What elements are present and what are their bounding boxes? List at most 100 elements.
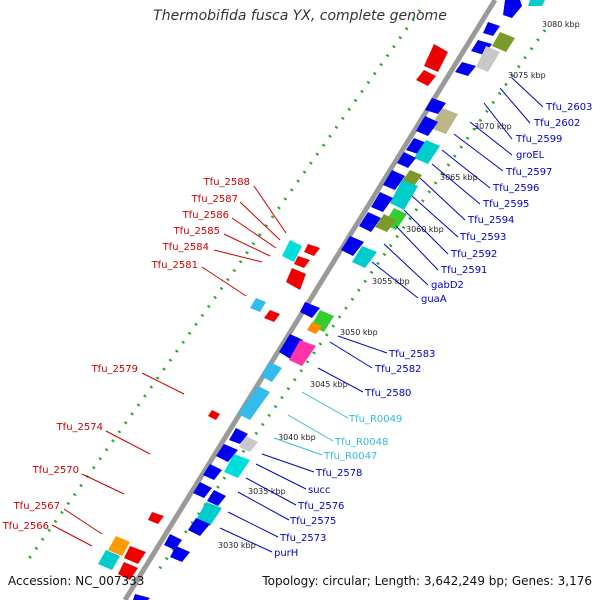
gene-reverse[interactable] bbox=[208, 410, 220, 420]
gene-forward[interactable] bbox=[483, 22, 500, 36]
gene-cyan[interactable] bbox=[390, 180, 418, 210]
label-guaa[interactable]: guaA bbox=[421, 294, 447, 305]
gene-forward[interactable] bbox=[425, 98, 446, 114]
gene-forward[interactable] bbox=[341, 236, 364, 256]
map-title: Thermobifida fusca YX, complete genome bbox=[153, 8, 447, 24]
gene-olive[interactable] bbox=[375, 214, 396, 232]
gene-forward[interactable] bbox=[397, 152, 416, 168]
gene-reverse[interactable] bbox=[286, 268, 306, 290]
gene-forward[interactable] bbox=[416, 116, 438, 136]
gene-forward[interactable] bbox=[207, 490, 226, 506]
gene-reverse[interactable] bbox=[118, 562, 138, 580]
gene-reverse[interactable] bbox=[416, 70, 436, 86]
label-tfu-2566[interactable]: Tfu_2566 bbox=[2, 521, 49, 532]
label-tfu-r0048[interactable]: Tfu_R0048 bbox=[334, 437, 388, 448]
genome-summary: Topology: circular; Length: 3,642,249 bp… bbox=[262, 574, 592, 588]
label-purh[interactable]: purH bbox=[274, 548, 298, 559]
left-leader-lines bbox=[51, 185, 287, 547]
label-tfu-2574[interactable]: Tfu_2574 bbox=[56, 422, 103, 433]
gene-orange[interactable] bbox=[307, 322, 322, 334]
gene-forward[interactable] bbox=[300, 302, 320, 318]
label-tfu-2599[interactable]: Tfu_2599 bbox=[515, 134, 562, 145]
gene-cyan[interactable] bbox=[250, 298, 266, 312]
label-succ[interactable]: succ bbox=[308, 485, 331, 496]
gene-forward[interactable] bbox=[359, 212, 381, 232]
label-tfu-2591[interactable]: Tfu_2591 bbox=[440, 265, 487, 276]
label-tfu-2579[interactable]: Tfu_2579 bbox=[91, 364, 138, 375]
label-tfu-2588[interactable]: Tfu_2588 bbox=[203, 177, 250, 188]
gene-forward[interactable] bbox=[371, 192, 393, 212]
gene-forward[interactable] bbox=[406, 138, 427, 154]
gene-cyan[interactable] bbox=[352, 246, 377, 268]
gene-reverse[interactable] bbox=[304, 244, 320, 256]
label-tfu-2597[interactable]: Tfu_2597 bbox=[505, 167, 552, 178]
scale-ticks: 3080 kbp 3075 kbp 3070 kbp 3065 kbp 3060… bbox=[218, 20, 580, 550]
scale-tick-3045: 3045 kbp bbox=[310, 380, 348, 389]
gene-cyan[interactable] bbox=[196, 502, 222, 526]
gene-forward[interactable] bbox=[164, 534, 182, 550]
label-tfu-2586[interactable]: Tfu_2586 bbox=[182, 210, 229, 221]
label-tfu-2581[interactable]: Tfu_2581 bbox=[151, 260, 198, 271]
gene-orange[interactable] bbox=[108, 536, 130, 556]
gene-forward[interactable] bbox=[503, 0, 522, 18]
label-tfu-2593[interactable]: Tfu_2593 bbox=[459, 232, 506, 243]
accession-label: Accession: NC_007333 bbox=[8, 574, 145, 588]
gene-cyan[interactable] bbox=[528, 0, 545, 6]
gene-reverse[interactable] bbox=[148, 512, 164, 524]
label-groel[interactable]: groEL bbox=[516, 150, 545, 161]
label-tfu-2573[interactable]: Tfu_2573 bbox=[279, 533, 326, 544]
label-tfu-2578[interactable]: Tfu_2578 bbox=[315, 468, 362, 479]
gene-reverse[interactable] bbox=[294, 256, 310, 268]
right-leader-lines-lower bbox=[219, 453, 315, 553]
gene-cyan[interactable] bbox=[224, 454, 250, 478]
label-gabd2[interactable]: gabD2 bbox=[431, 280, 464, 291]
gene-khaki[interactable] bbox=[430, 108, 458, 134]
label-tfu-r0049[interactable]: Tfu_R0049 bbox=[348, 414, 402, 425]
gene-forward[interactable] bbox=[471, 40, 492, 55]
gene-forward[interactable] bbox=[383, 170, 405, 190]
forward-gene-track bbox=[133, 0, 545, 600]
gene-olive[interactable] bbox=[492, 32, 515, 52]
label-tfu-2582[interactable]: Tfu_2582 bbox=[374, 364, 421, 375]
scale-tick-3035: 3035 kbp bbox=[248, 487, 286, 496]
label-tfu-2595[interactable]: Tfu_2595 bbox=[482, 199, 529, 210]
gene-forward[interactable] bbox=[216, 444, 238, 462]
label-tfu-2580[interactable]: Tfu_2580 bbox=[364, 388, 411, 399]
gene-cyan[interactable] bbox=[282, 240, 302, 262]
gene-forward[interactable] bbox=[455, 62, 476, 76]
gene-forward[interactable] bbox=[229, 428, 248, 444]
left-labels: Tfu_2588 Tfu_2587 Tfu_2586 Tfu_2585 Tfu_… bbox=[2, 177, 250, 532]
gene-forward[interactable] bbox=[203, 464, 222, 480]
label-tfu-2585[interactable]: Tfu_2585 bbox=[173, 226, 220, 237]
gene-forward[interactable] bbox=[170, 546, 190, 562]
label-tfu-2602[interactable]: Tfu_2602 bbox=[533, 118, 580, 129]
gene-forward[interactable] bbox=[279, 334, 303, 360]
gene-forward[interactable] bbox=[133, 594, 150, 600]
scale-tick-3055: 3055 kbp bbox=[372, 277, 410, 286]
gene-cyan[interactable] bbox=[238, 386, 270, 420]
label-tfu-2575[interactable]: Tfu_2575 bbox=[289, 516, 336, 527]
gene-reverse[interactable] bbox=[264, 310, 280, 322]
gene-forward[interactable] bbox=[193, 482, 212, 498]
label-tfu-r0047[interactable]: Tfu_R0047 bbox=[323, 451, 377, 462]
label-tfu-2594[interactable]: Tfu_2594 bbox=[467, 215, 514, 226]
gene-cyan[interactable] bbox=[261, 362, 282, 382]
label-tfu-2603[interactable]: Tfu_2603 bbox=[545, 102, 592, 113]
label-tfu-2570[interactable]: Tfu_2570 bbox=[32, 465, 79, 476]
gene-reverse[interactable] bbox=[124, 546, 146, 564]
gene-cyan[interactable] bbox=[414, 140, 440, 164]
label-tfu-2592[interactable]: Tfu_2592 bbox=[450, 249, 497, 260]
outer-dotted-track bbox=[153, 29, 547, 576]
gene-cyan[interactable] bbox=[98, 550, 120, 570]
label-tfu-2584[interactable]: Tfu_2584 bbox=[162, 242, 209, 253]
label-tfu-2596[interactable]: Tfu_2596 bbox=[492, 183, 539, 194]
gene-magenta[interactable] bbox=[289, 340, 316, 366]
gene-forward[interactable] bbox=[188, 518, 210, 536]
label-tfu-2567[interactable]: Tfu_2567 bbox=[13, 501, 60, 512]
label-tfu-2587[interactable]: Tfu_2587 bbox=[191, 194, 238, 205]
gene-grey[interactable] bbox=[476, 46, 500, 72]
label-tfu-2583[interactable]: Tfu_2583 bbox=[388, 349, 435, 360]
gene-grey[interactable] bbox=[239, 436, 258, 452]
label-tfu-2576[interactable]: Tfu_2576 bbox=[297, 501, 344, 512]
gene-reverse[interactable] bbox=[424, 44, 448, 72]
